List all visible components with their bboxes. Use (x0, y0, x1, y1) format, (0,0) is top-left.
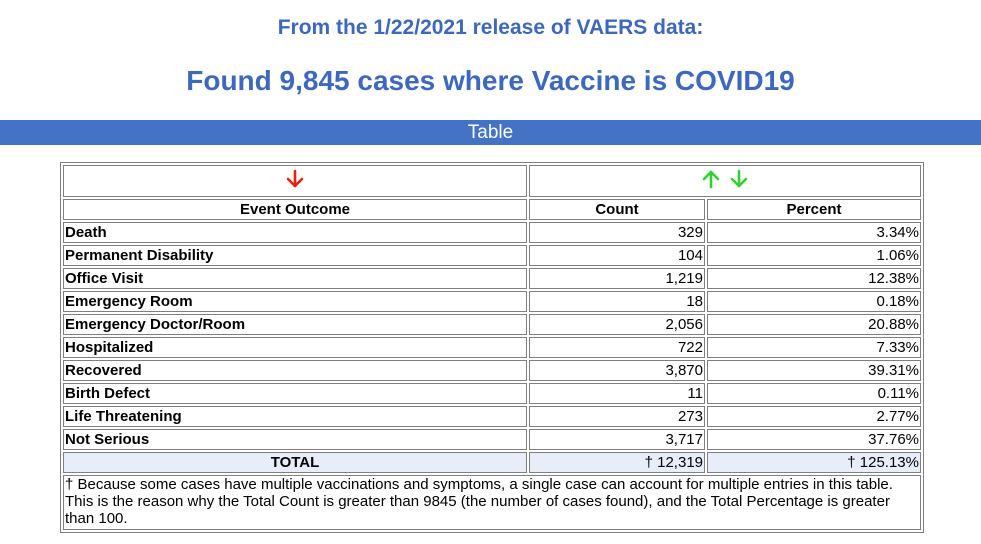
count-cell: 18 (529, 291, 705, 312)
percent-cell: 39.31% (707, 360, 921, 381)
table-band: Table (0, 120, 981, 145)
results-table-container: Event Outcome Count Percent Death 329 3.… (60, 162, 924, 533)
percent-cell: 37.76% (707, 429, 921, 450)
outcome-cell: Recovered (63, 360, 527, 381)
total-percent: † 125.13% (707, 452, 921, 473)
count-cell: 722 (529, 337, 705, 358)
table-row: Death 329 3.34% (63, 222, 921, 243)
percent-cell: 0.11% (707, 383, 921, 404)
table-row: Recovered 3,870 39.31% (63, 360, 921, 381)
down-arrow-icon[interactable] (286, 169, 304, 194)
outcome-cell: Permanent Disability (63, 245, 527, 266)
column-header-count: Count (529, 199, 705, 220)
count-cell: 3,870 (529, 360, 705, 381)
table-row: Emergency Doctor/Room 2,056 20.88% (63, 314, 921, 335)
outcome-cell: Office Visit (63, 268, 527, 289)
count-cell: 3,717 (529, 429, 705, 450)
outcome-cell: Life Threatening (63, 406, 527, 427)
header-row: Event Outcome Count Percent (63, 199, 921, 220)
total-label: TOTAL (63, 452, 527, 473)
count-cell: 11 (529, 383, 705, 404)
count-cell: 329 (529, 222, 705, 243)
table-row: Life Threatening 273 2.77% (63, 406, 921, 427)
column-header-outcome: Event Outcome (63, 199, 527, 220)
found-cases-heading: Found 9,845 cases where Vaccine is COVID… (186, 65, 795, 96)
outcome-cell: Not Serious (63, 429, 527, 450)
count-cell: 1,219 (529, 268, 705, 289)
table-row: Office Visit 1,219 12.38% (63, 268, 921, 289)
table-row: Permanent Disability 104 1.06% (63, 245, 921, 266)
count-cell: 104 (529, 245, 705, 266)
table-row: Not Serious 3,717 37.76% (63, 429, 921, 450)
sort-row (63, 165, 921, 197)
column-header-percent: Percent (707, 199, 921, 220)
percent-cell: 12.38% (707, 268, 921, 289)
outcome-cell: Birth Defect (63, 383, 527, 404)
percent-cell: 20.88% (707, 314, 921, 335)
total-row: TOTAL † 12,319 † 125.13% (63, 452, 921, 473)
total-count: † 12,319 (529, 452, 705, 473)
down-arrow-icon[interactable] (730, 169, 748, 194)
count-cell: 273 (529, 406, 705, 427)
outcome-cell: Emergency Doctor/Room (63, 314, 527, 335)
footnote-row: † Because some cases have multiple vacci… (63, 475, 921, 530)
percent-cell: 1.06% (707, 245, 921, 266)
release-heading: From the 1/22/2021 release of VAERS data… (277, 16, 704, 39)
count-sort-cell (529, 165, 921, 197)
outcome-cell: Hospitalized (63, 337, 527, 358)
outcome-cell: Emergency Room (63, 291, 527, 312)
outcome-cell: Death (63, 222, 527, 243)
table-row: Hospitalized 722 7.33% (63, 337, 921, 358)
up-arrow-icon[interactable] (702, 169, 720, 194)
percent-cell: 7.33% (707, 337, 921, 358)
table-row: Birth Defect 11 0.11% (63, 383, 921, 404)
outcome-sort-cell (63, 165, 527, 197)
footnote: † Because some cases have multiple vacci… (63, 475, 921, 530)
percent-cell: 3.34% (707, 222, 921, 243)
results-table: Event Outcome Count Percent Death 329 3.… (61, 163, 923, 532)
count-cell: 2,056 (529, 314, 705, 335)
table-row: Emergency Room 18 0.18% (63, 291, 921, 312)
percent-cell: 2.77% (707, 406, 921, 427)
percent-cell: 0.18% (707, 291, 921, 312)
